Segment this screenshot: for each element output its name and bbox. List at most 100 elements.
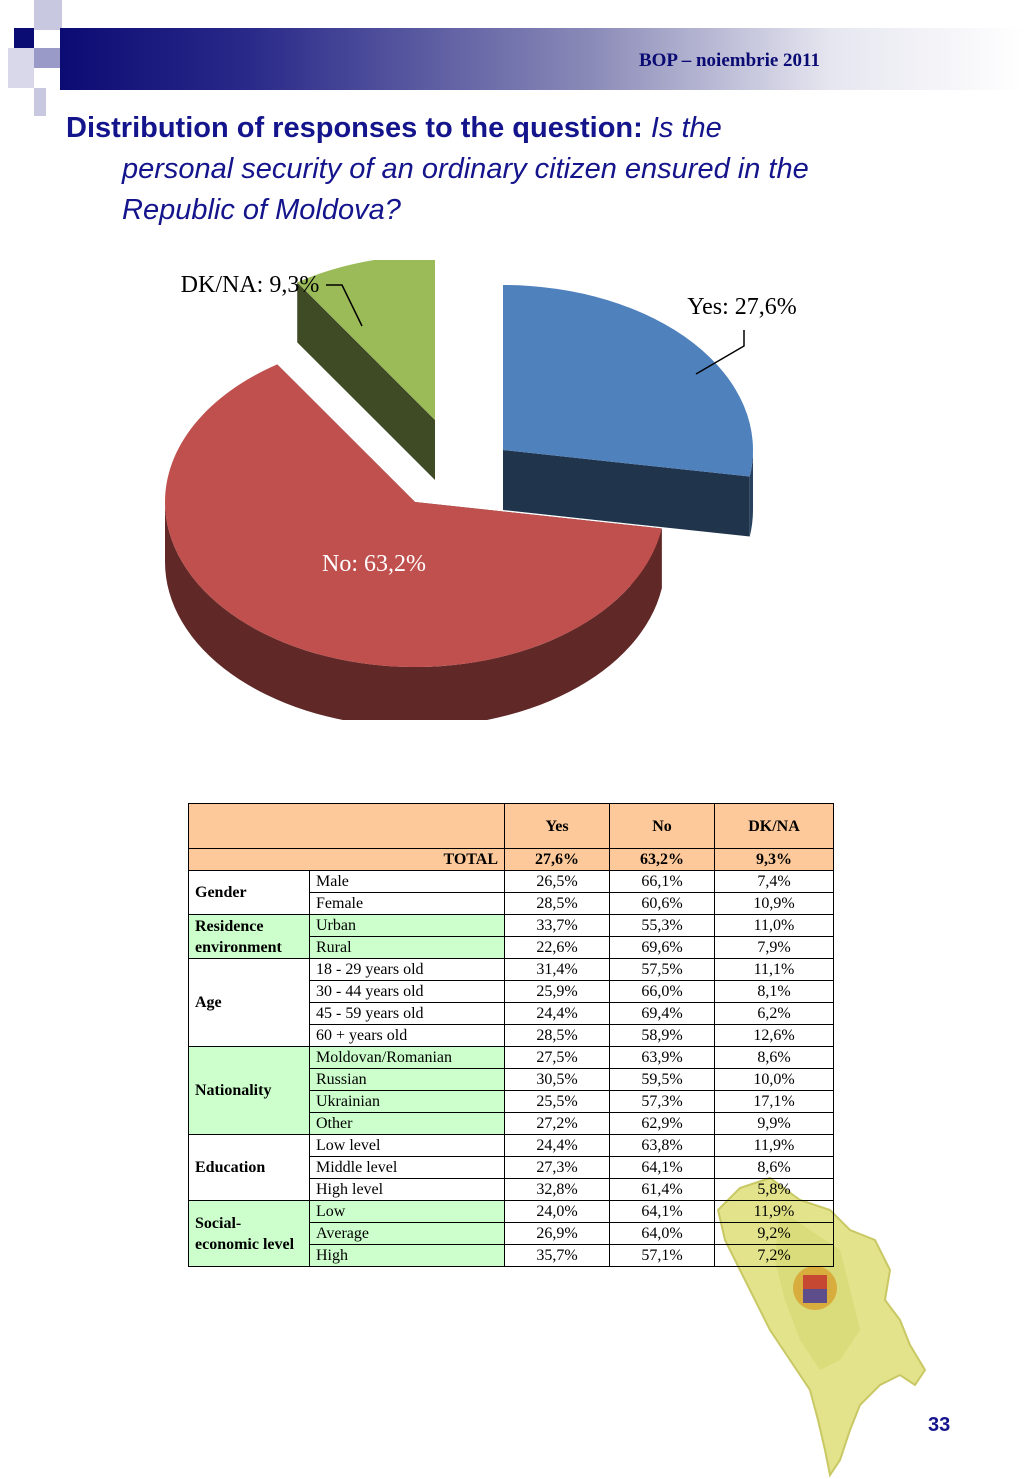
header-square xyxy=(14,28,34,48)
cell-value: 11,0% xyxy=(714,914,834,937)
header-square xyxy=(34,88,46,116)
cell-value: 57,1% xyxy=(609,1244,715,1267)
pie-slice-yes xyxy=(503,285,754,477)
title-lead: Distribution of responses to the questio… xyxy=(66,112,643,144)
pie-slice-dkna xyxy=(297,260,435,420)
leader-line xyxy=(326,284,363,327)
pie-slice-side-yes xyxy=(749,450,753,537)
cell-value: 8,1% xyxy=(714,980,834,1003)
title-question-1: Is the xyxy=(650,112,722,144)
cell-value: 31,4% xyxy=(504,958,610,981)
total-value: 63,2% xyxy=(609,848,715,871)
cell-value: 64,1% xyxy=(609,1200,715,1223)
cell-value: 28,5% xyxy=(504,1024,610,1047)
cell-value: 24,0% xyxy=(504,1200,610,1223)
title-question-3: Republic of Moldova? xyxy=(122,194,401,226)
row-label: High xyxy=(309,1244,505,1267)
row-label: 60 + years old xyxy=(309,1024,505,1047)
table-header-row: Yes No DK/NA xyxy=(188,803,834,849)
cell-value: 25,9% xyxy=(504,980,610,1003)
row-label: Other xyxy=(309,1112,505,1135)
cell-value: 64,1% xyxy=(609,1156,715,1179)
cell-value: 26,5% xyxy=(504,870,610,893)
cell-value: 11,9% xyxy=(714,1134,834,1157)
header-blank xyxy=(188,803,505,849)
cell-value: 66,1% xyxy=(609,870,715,893)
cell-value: 58,9% xyxy=(609,1024,715,1047)
table-row: Russian 30,5% 59,5% 10,0% xyxy=(189,1068,834,1091)
cell-value: 69,6% xyxy=(609,936,715,959)
row-label: 30 - 44 years old xyxy=(309,980,505,1003)
row-label: 18 - 29 years old xyxy=(309,958,505,981)
table-row: Education Low level 24,4% 63,8% 11,9% xyxy=(188,1134,834,1201)
cell-value: 27,2% xyxy=(504,1112,610,1135)
cell-value: 5,8% xyxy=(714,1178,834,1201)
cell-value: 9,2% xyxy=(714,1222,834,1245)
title-question-2: personal security of an ordinary citizen… xyxy=(122,153,809,185)
row-label: Low level xyxy=(309,1134,505,1157)
cell-value: 28,5% xyxy=(504,892,610,915)
cell-value: 8,6% xyxy=(714,1046,834,1069)
group-label: Age xyxy=(188,958,310,1047)
cell-value: 64,0% xyxy=(609,1222,715,1245)
leader-line xyxy=(695,330,745,375)
row-label: Russian xyxy=(309,1068,505,1091)
cell-value: 32,8% xyxy=(504,1178,610,1201)
row-label: Moldovan/Romanian xyxy=(309,1046,505,1069)
header-square xyxy=(8,48,34,88)
row-label: Average xyxy=(309,1222,505,1245)
row-label: Urban xyxy=(309,914,505,937)
cell-value: 63,8% xyxy=(609,1134,715,1157)
group-label: Education xyxy=(188,1134,310,1201)
cell-value: 55,3% xyxy=(609,914,715,937)
cell-value: 59,5% xyxy=(609,1068,715,1091)
total-label: TOTAL xyxy=(188,848,505,871)
cell-value: 9,9% xyxy=(714,1112,834,1135)
cell-value: 24,4% xyxy=(504,1134,610,1157)
cell-value: 7,9% xyxy=(714,936,834,959)
cell-value: 63,9% xyxy=(609,1046,715,1069)
table-row: High level 32,8% 61,4% 5,8% xyxy=(189,1178,834,1201)
cell-value: 11,9% xyxy=(714,1200,834,1223)
cell-value: 35,7% xyxy=(504,1244,610,1267)
pie-slice-face xyxy=(503,450,750,537)
cell-value: 66,0% xyxy=(609,980,715,1003)
cell-value: 33,7% xyxy=(504,914,610,937)
cell-value: 12,6% xyxy=(714,1024,834,1047)
row-label: High level xyxy=(309,1178,505,1201)
pie-slice-side-no xyxy=(165,502,662,720)
col-header: No xyxy=(609,803,715,849)
total-value: 9,3% xyxy=(714,848,834,871)
data-label-dkna: DK/NA: 9,3% xyxy=(181,272,320,298)
table-row: Ukrainian 25,5% 57,3% 17,1% xyxy=(189,1090,834,1113)
total-value: 27,6% xyxy=(504,848,610,871)
cell-value: 25,5% xyxy=(504,1090,610,1113)
row-label: 45 - 59 years old xyxy=(309,1002,505,1025)
crosstab-table: Yes No DK/NA TOTAL 27,6% 63,2% 9,3% Gend… xyxy=(188,803,834,1267)
cell-value: 24,4% xyxy=(504,1002,610,1025)
cell-value: 10,0% xyxy=(714,1068,834,1091)
cell-value: 7,2% xyxy=(714,1244,834,1267)
header-square xyxy=(34,48,60,68)
cell-value: 27,5% xyxy=(504,1046,610,1069)
table-row: Average 26,9% 64,0% 9,2% xyxy=(189,1222,834,1245)
cell-value: 22,6% xyxy=(504,936,610,959)
table-row: 45 - 59 years old 24,4% 69,4% 6,2% xyxy=(189,1002,834,1025)
cell-value: 61,4% xyxy=(609,1178,715,1201)
page-number: 33 xyxy=(928,1414,951,1436)
table-row: Rural 22,6% 69,6% 7,9% xyxy=(189,936,834,959)
header-source: BOP – noiembrie 2011 xyxy=(638,50,820,71)
total-row: TOTAL 27,6% 63,2% 9,3% xyxy=(188,848,834,871)
group-label: Gender xyxy=(188,870,310,915)
table-row: Age 18 - 29 years old 31,4% 57,5% 11,1% xyxy=(188,958,834,1047)
row-label: Rural xyxy=(309,936,505,959)
row-label: Low xyxy=(309,1200,505,1223)
table-row: Gender Male 26,5% 66,1% 7,4% xyxy=(188,870,834,915)
table-row: Social-economic level Low 24,0% 64,1% 11,9% xyxy=(188,1200,834,1267)
row-label: Female xyxy=(309,892,505,915)
cell-value: 27,3% xyxy=(504,1156,610,1179)
cell-value: 17,1% xyxy=(714,1090,834,1113)
pie-slice-no xyxy=(165,364,662,667)
table-row: Residence environment Urban 33,7% 55,3% 11,0… xyxy=(188,914,834,959)
header-bar xyxy=(60,28,1024,90)
